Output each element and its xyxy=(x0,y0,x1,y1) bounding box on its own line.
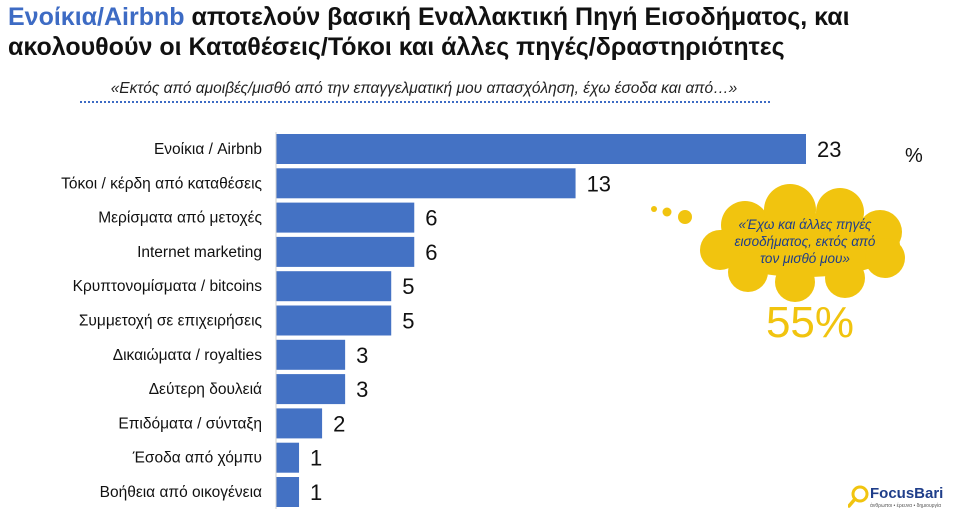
title-line-2: ακολουθούν οι Καταθέσεις/Τόκοι και άλλες… xyxy=(8,33,785,61)
bar xyxy=(276,374,346,405)
bar xyxy=(276,408,323,439)
category-label: Κρυπτονομίσματα / bitcoins xyxy=(73,278,263,295)
focusbari-logo: FocusBari άνθρωποι • έρευνα • δημιουργία xyxy=(848,483,958,513)
category-label: Μερίσματα από μετοχές xyxy=(98,210,262,227)
category-label: Ενοίκια / Airbnb xyxy=(154,141,262,158)
data-label: 1 xyxy=(310,446,322,471)
bar xyxy=(276,477,300,507)
thought-bubble-dot xyxy=(662,207,672,217)
category-label: Δικαιώματα / royalties xyxy=(113,347,263,364)
category-label: Δεύτερη δουλειά xyxy=(149,381,262,398)
subtitle-divider xyxy=(80,101,770,103)
logo-tagline: άνθρωποι • έρευνα • δημιουργία xyxy=(870,503,942,509)
data-label: 1 xyxy=(310,480,322,505)
data-label: 2 xyxy=(333,411,345,436)
thought-bubble-dot xyxy=(651,206,657,212)
callout-percent: 55% xyxy=(765,298,855,347)
category-label: Internet marketing xyxy=(137,244,262,261)
title-highlight: Ενοίκια/Airbnb xyxy=(8,3,185,31)
category-label: Έσοδα από χόμπυ xyxy=(132,450,262,467)
title-line-1-rest: αποτελούν βασική Εναλλακτική Πηγή Εισοδή… xyxy=(184,3,850,31)
bar xyxy=(276,236,415,267)
category-label: Τόκοι / κέρδη από καταθέσεις xyxy=(61,175,262,192)
cloud-shape xyxy=(700,184,905,302)
bar xyxy=(276,271,392,302)
category-label: Βοήθεια από οικογένεια xyxy=(100,484,262,501)
data-label: 13 xyxy=(587,171,611,196)
data-label: 5 xyxy=(402,309,414,334)
bar xyxy=(276,442,300,473)
title-line-1: Ενοίκια/Airbnb αποτελούν βασική Εναλλακτ… xyxy=(8,2,953,32)
category-label: Επιδόματα / σύνταξη xyxy=(118,415,262,432)
data-label: 3 xyxy=(356,343,368,368)
data-label: 3 xyxy=(356,377,368,402)
thought-bubble-dot xyxy=(678,210,692,224)
category-label: Συμμετοχή σε επιχειρήσεις xyxy=(79,313,262,330)
bar xyxy=(276,305,392,336)
data-label: 6 xyxy=(425,206,437,231)
callout-text: «Έχω και άλλες πηγές εισοδήματος, εκτός … xyxy=(734,217,876,266)
bar xyxy=(276,134,806,164)
data-label: 6 xyxy=(425,240,437,265)
data-label: 5 xyxy=(402,274,414,299)
chart-title: Ενοίκια/Airbnb αποτελούν βασική Εναλλακτ… xyxy=(8,2,953,62)
unit-label: % xyxy=(905,145,923,167)
bar xyxy=(276,202,415,233)
magnifier-icon xyxy=(848,485,869,508)
bar xyxy=(276,339,346,370)
bar xyxy=(276,168,576,199)
logo-name: FocusBari xyxy=(870,485,944,502)
thought-cloud xyxy=(651,184,905,302)
data-label: 23 xyxy=(817,137,841,162)
chart-subtitle: «Εκτός από αμοιβές/μισθό από την επαγγελ… xyxy=(110,80,738,97)
